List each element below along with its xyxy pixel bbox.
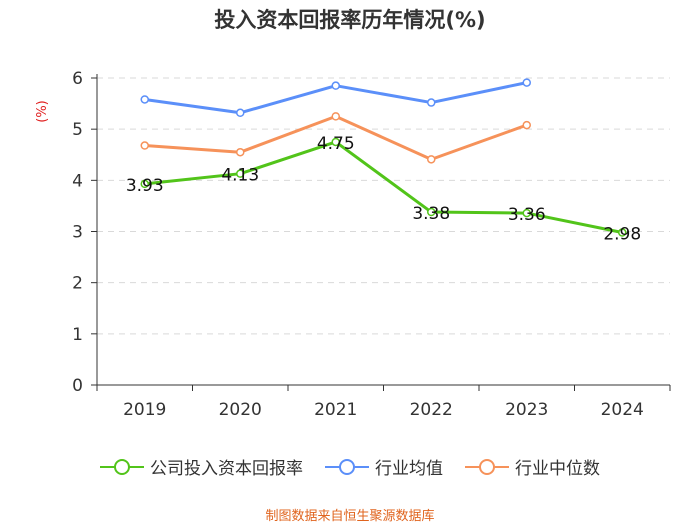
data-label: 4.13: [221, 166, 259, 186]
data-point: [522, 208, 531, 218]
data-point: [331, 81, 340, 90]
x-tick-label: 2022: [410, 400, 453, 420]
x-tick-label: 2021: [314, 400, 357, 420]
y-tick-label: 1: [72, 325, 83, 345]
chart-title: 投入资本回报率历年情况(%): [214, 8, 486, 32]
source-note: 制图数据来自恒生聚源数据库: [265, 509, 435, 524]
legend-item[interactable]: 公司投入资本回报率: [100, 454, 303, 479]
legend-circle: [114, 458, 130, 475]
legend: 公司投入资本回报率 行业均值 行业中位数: [0, 454, 700, 479]
data-labels: 3.93 4.13 4.75 3.38 3.36 2.98: [126, 134, 641, 245]
series-lines: [140, 78, 627, 237]
y-tick-label: 5: [72, 120, 83, 140]
data-point: [140, 95, 149, 104]
x-tick-label: 2024: [601, 400, 644, 420]
data-point: [331, 112, 340, 121]
y-axis-label: (%): [35, 100, 50, 123]
x-tick-label: 2020: [219, 400, 262, 420]
y-tick-label: 2: [72, 274, 83, 294]
legend-marker-icon: [465, 458, 509, 475]
data-point: [331, 137, 340, 147]
x-tick-label: 2019: [123, 400, 166, 420]
data-label: 4.75: [317, 134, 355, 154]
data-point: [427, 207, 436, 217]
data-point: [236, 169, 245, 178]
data-point: [618, 228, 627, 237]
data-point: [427, 98, 436, 107]
data-point: [522, 120, 531, 130]
grid-lines: [97, 77, 670, 335]
legend-item[interactable]: 行业中位数: [465, 454, 600, 479]
data-point: [522, 78, 531, 87]
y-tick-label: 0: [72, 376, 83, 396]
data-point: [236, 108, 245, 118]
series-line: [144, 140, 623, 234]
y-tick-label: 6: [72, 69, 83, 89]
legend-item[interactable]: 行业均值: [325, 454, 443, 479]
data-label: 3.38: [412, 204, 450, 224]
data-point: [140, 141, 149, 150]
data-label: 3.93: [126, 176, 164, 196]
legend-circle: [479, 458, 495, 475]
legend-label: 公司投入资本回报率: [150, 459, 303, 479]
legend-label: 行业均值: [375, 459, 443, 479]
data-label: 3.36: [508, 205, 546, 225]
data-point: [236, 147, 245, 157]
legend-marker-icon: [100, 458, 144, 475]
data-point: [140, 179, 149, 189]
data-label: 2.98: [603, 225, 641, 245]
legend-circle: [339, 458, 355, 475]
axes: 0 1 2 3 4 5 6 (%) 2019 2020 2021 2022 2023 2024: [35, 69, 671, 420]
legend-marker-icon: [325, 458, 369, 475]
x-tick-label: 2023: [505, 400, 548, 420]
y-tick-label: 3: [72, 223, 83, 243]
data-point: [427, 155, 436, 164]
legend-label: 行业中位数: [515, 459, 600, 479]
y-tick-label: 4: [72, 171, 83, 191]
